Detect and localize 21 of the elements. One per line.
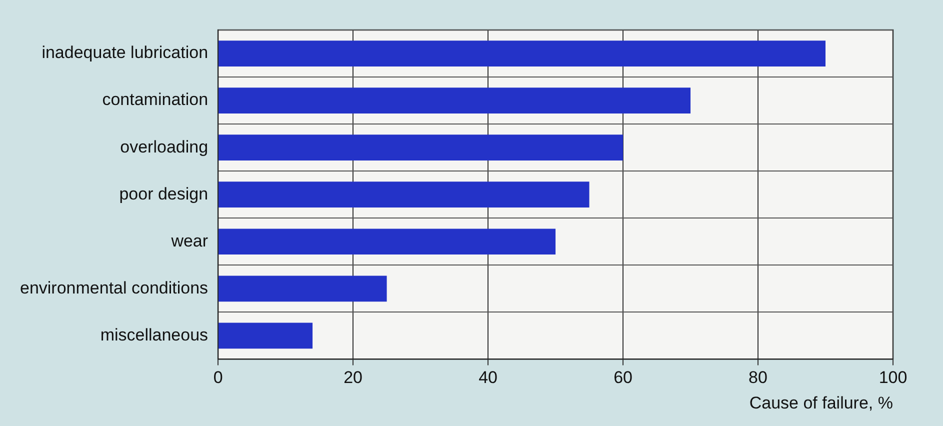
bar bbox=[218, 182, 590, 208]
y-tick-label: wear bbox=[170, 231, 208, 250]
bar bbox=[218, 134, 624, 161]
x-tick-label: 100 bbox=[878, 368, 908, 388]
x-tick-label: 20 bbox=[344, 368, 363, 388]
y-tick-label: environmental conditions bbox=[20, 278, 208, 298]
bar bbox=[218, 40, 826, 66]
bar bbox=[218, 88, 691, 114]
y-tick-label: overloading bbox=[120, 137, 208, 156]
bar bbox=[218, 276, 387, 302]
bar bbox=[218, 322, 313, 349]
y-tick-label: inadequate lubrication bbox=[42, 43, 208, 62]
y-tick-label: poor design bbox=[119, 184, 208, 204]
x-tick-label: 40 bbox=[478, 368, 498, 388]
x-tick-label: 60 bbox=[614, 368, 632, 388]
y-tick-label: miscellaneous bbox=[100, 325, 208, 344]
y-tick-label: contamination bbox=[102, 90, 208, 110]
x-tick-label: 80 bbox=[748, 368, 768, 388]
x-tick-label: 0 bbox=[213, 368, 223, 388]
bar bbox=[218, 228, 556, 255]
x-axis-title: Cause of failure, % bbox=[749, 393, 893, 412]
